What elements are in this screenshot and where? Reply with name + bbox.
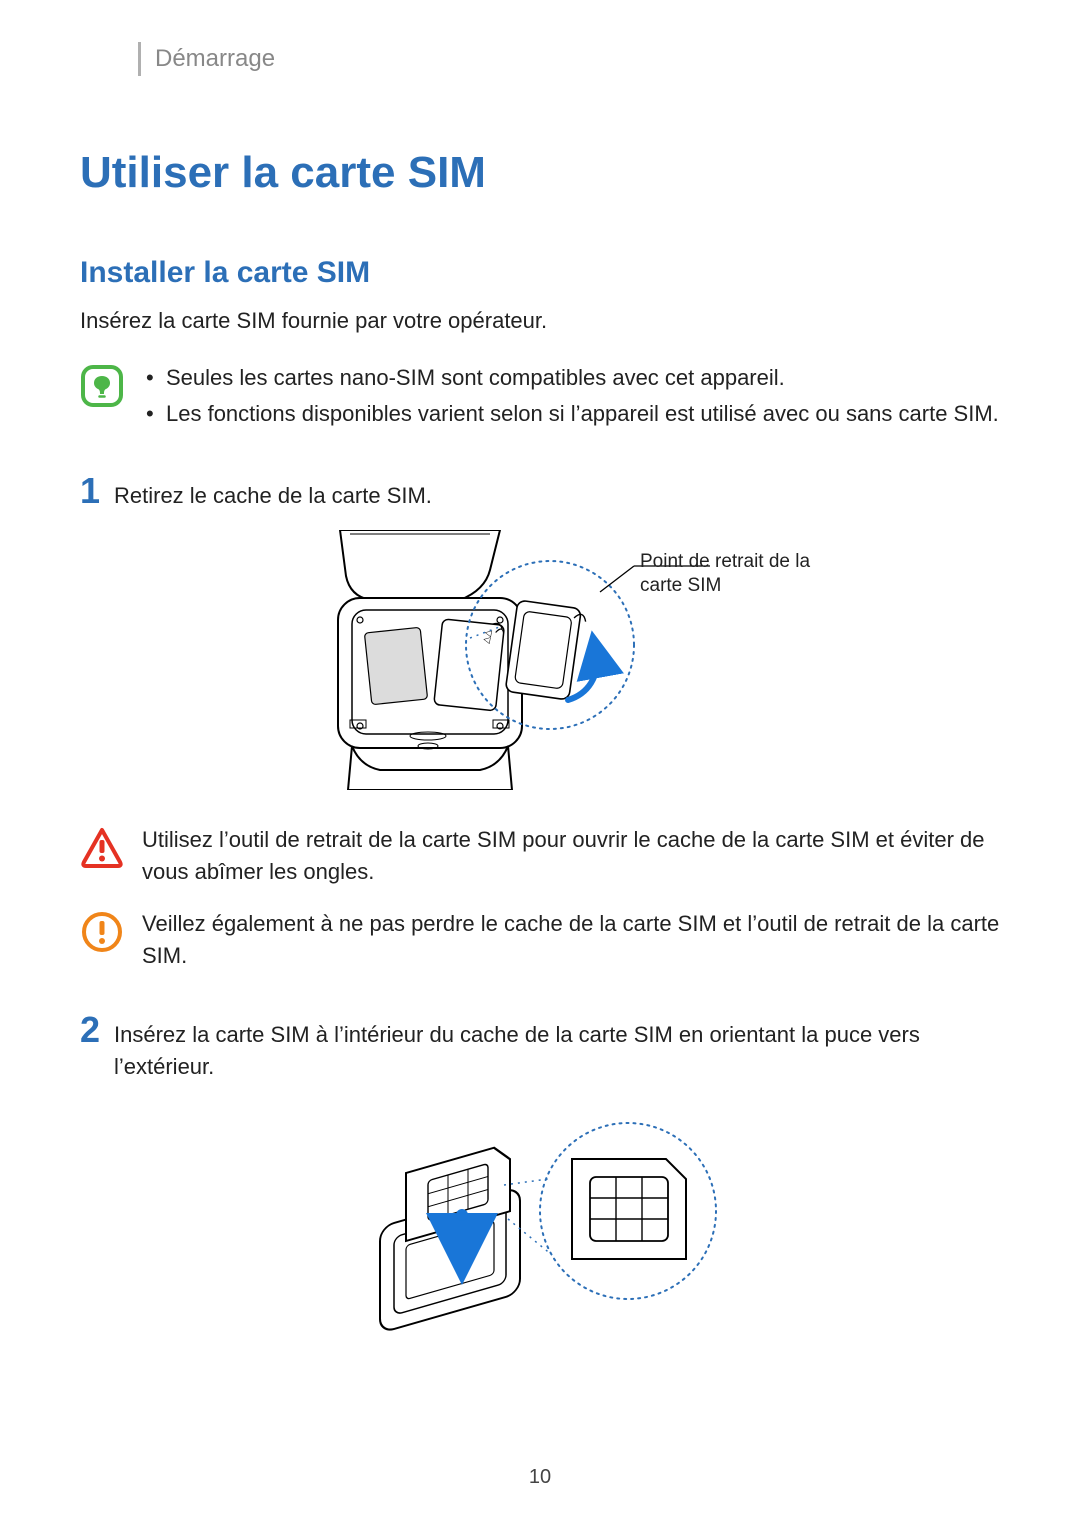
step-2: 2 Insérez la carte SIM à l’intérieur du …: [80, 1012, 1000, 1083]
step-1: 1 Retirez le cache de la carte SIM.: [80, 473, 1000, 512]
manual-page: Démarrage Utiliser la carte SIM Installe…: [0, 0, 1080, 1527]
info-icon-svg: [80, 364, 124, 408]
page-title: Utiliser la carte SIM: [80, 148, 1000, 198]
figure-2-svg: [350, 1107, 730, 1367]
info-bullet: Les fonctions disponibles varient selon …: [142, 398, 999, 430]
breadcrumb: Démarrage: [138, 42, 1000, 76]
info-bullets: Seules les cartes nano-SIM sont compatib…: [142, 362, 999, 434]
info-bullet: Seules les cartes nano-SIM sont compatib…: [142, 362, 999, 394]
figure-1: △△: [80, 530, 1000, 790]
page-number: 10: [0, 1466, 1080, 1489]
figure-2: [80, 1107, 1000, 1367]
warning-text: Utilisez l’outil de retrait de la carte …: [142, 824, 1000, 888]
note-warning: Utilisez l’outil de retrait de la carte …: [80, 824, 1000, 888]
section-title: Installer la carte SIM: [80, 256, 1000, 290]
caution-text: Veillez également à ne pas perdre le cac…: [142, 908, 1000, 972]
intro-text: Insérez la carte SIM fournie par votre o…: [80, 306, 1000, 336]
warning-icon: [80, 826, 124, 870]
caution-icon-svg: [80, 910, 124, 954]
breadcrumb-label: Démarrage: [155, 45, 275, 73]
step-number: 1: [80, 473, 114, 509]
step-number: 2: [80, 1012, 114, 1048]
note-caution: Veillez également à ne pas perdre le cac…: [80, 908, 1000, 972]
step-text: Retirez le cache de la carte SIM.: [114, 480, 432, 512]
figure-1-callout: Point de retrait de la carte SIM: [640, 550, 820, 598]
step-text: Insérez la carte SIM à l’intérieur du ca…: [114, 1019, 1000, 1083]
breadcrumb-divider: [138, 42, 141, 76]
warning-icon-svg: [80, 826, 124, 870]
note-info: Seules les cartes nano-SIM sont compatib…: [80, 362, 1000, 434]
info-icon: [80, 364, 124, 408]
caution-icon: [80, 910, 124, 954]
